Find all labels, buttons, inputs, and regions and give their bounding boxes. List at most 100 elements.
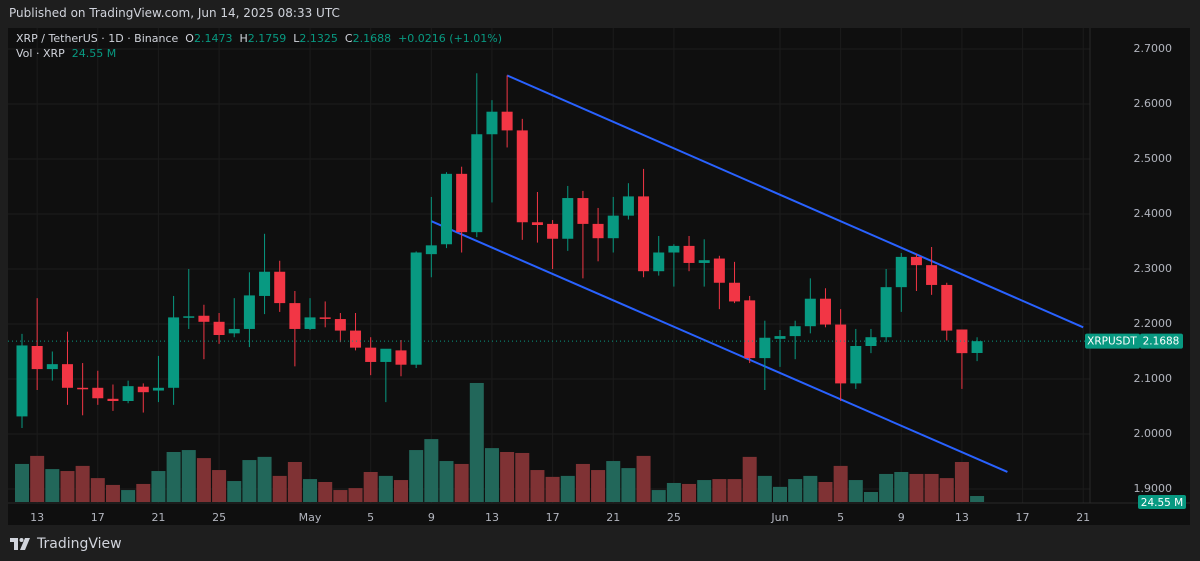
- volume-bar: [651, 490, 666, 502]
- x-tick-label: 5: [837, 511, 844, 524]
- candle-body: [334, 319, 346, 331]
- volume-bar: [121, 490, 136, 502]
- volume-bar: [954, 462, 969, 502]
- candle-body: [107, 398, 119, 401]
- candle-body: [289, 303, 301, 329]
- x-tick-label: 9: [898, 511, 905, 524]
- candle-body: [653, 252, 665, 272]
- change-value: +0.0216 (+1.01%): [398, 32, 503, 45]
- x-tick-label: 5: [367, 511, 374, 524]
- symbol-title[interactable]: XRP / TetherUS · 1D · Binance: [16, 32, 179, 45]
- x-tick-label: 21: [1076, 511, 1090, 524]
- open-value: 2.1473: [193, 32, 233, 45]
- candle-body: [440, 173, 452, 245]
- candle-body: [213, 321, 225, 335]
- candle-body: [410, 252, 422, 365]
- volume-bar: [75, 465, 90, 502]
- candle-body: [729, 282, 741, 302]
- candle-body: [638, 196, 650, 272]
- time-axis[interactable]: 13 17 21 25 May 5 9 13 17 21 25 Jun 5 9 13 17 21: [30, 511, 1090, 524]
- price-axis[interactable]: 2.7000 2.6000 2.5000 2.4000 2.3000 2.2000 2.10…: [1134, 42, 1173, 495]
- volume-bar: [575, 463, 590, 502]
- high-label: H: [239, 32, 248, 45]
- volume-bar: [424, 439, 439, 502]
- candle-body: [865, 337, 877, 346]
- candle-body: [668, 245, 680, 253]
- candle-body: [835, 324, 847, 384]
- y-tick-label: 2.7000: [1134, 42, 1173, 55]
- channel-trendline: [430, 220, 1008, 473]
- candle-body: [956, 329, 968, 354]
- candle-body: [531, 222, 543, 225]
- volume-bar: [257, 456, 272, 502]
- volume-bar: [227, 481, 242, 502]
- volume-title[interactable]: Vol · XRP: [16, 47, 65, 60]
- volume-bar: [348, 488, 363, 502]
- candle-body: [850, 346, 862, 384]
- x-tick-label: 21: [151, 511, 165, 524]
- candle-body: [607, 215, 619, 239]
- ohlc-legend: XRP / TetherUS · 1D · Binance O2.1473 H2…: [16, 32, 502, 45]
- volume-bar: [909, 473, 924, 502]
- volume-bar: [484, 448, 499, 502]
- trendlines: [430, 74, 1084, 473]
- volume-bar: [242, 460, 257, 502]
- candle-body: [789, 326, 801, 337]
- volume-bar: [303, 479, 318, 502]
- low-label: L: [293, 32, 300, 45]
- candle-body: [971, 341, 983, 353]
- y-tick-label: 2.5000: [1134, 152, 1173, 165]
- candle-body: [228, 328, 240, 334]
- volume-bar: [697, 480, 712, 502]
- volume-bar: [924, 473, 939, 502]
- candle-body: [941, 284, 953, 331]
- volume-bar: [439, 461, 454, 502]
- volume-bar: [363, 472, 378, 502]
- x-tick-label: 13: [955, 511, 969, 524]
- chart-background: [8, 28, 1190, 525]
- volume-bar: [712, 479, 727, 502]
- volume-value: 24.55 M: [71, 47, 117, 60]
- volume-bar: [606, 461, 621, 502]
- x-tick-label: 17: [91, 511, 105, 524]
- x-tick-label: 25: [667, 511, 681, 524]
- volume-bar: [591, 470, 606, 502]
- candle-body: [910, 256, 922, 266]
- x-tick-label: 13: [485, 511, 499, 524]
- candle-body: [759, 337, 771, 359]
- candle-body: [152, 387, 164, 391]
- volume-bar: [727, 479, 742, 502]
- volume-bar: [545, 476, 560, 502]
- volume-bar: [636, 455, 651, 502]
- candle-body: [592, 223, 604, 239]
- footer: TradingView: [10, 536, 122, 552]
- candle-body: [486, 111, 498, 135]
- volume-bar: [60, 471, 75, 502]
- close-label: C: [344, 32, 353, 45]
- volume-bar: [773, 486, 787, 502]
- low-value: 2.1325: [299, 32, 338, 45]
- candle-body: [804, 298, 816, 327]
- candle-body: [183, 316, 195, 318]
- candle-body: [380, 348, 392, 362]
- volume-bar: [45, 469, 60, 502]
- candle-body: [61, 364, 73, 388]
- volume-bar: [939, 478, 954, 502]
- brand-name[interactable]: TradingView: [37, 536, 122, 552]
- candle-body: [774, 336, 786, 339]
- candle-body: [516, 130, 528, 223]
- volume-bar: [682, 483, 697, 502]
- candle-body: [16, 345, 28, 417]
- candle-body: [713, 258, 725, 283]
- candle-body: [274, 271, 286, 304]
- candle-body: [395, 350, 407, 365]
- volume-bar: [530, 470, 545, 502]
- volume-bar: [272, 475, 287, 502]
- candle-body: [895, 256, 907, 288]
- candle-body: [501, 111, 513, 131]
- volume-bar: [500, 452, 515, 502]
- candle-body: [198, 315, 210, 322]
- channel-trendline: [506, 74, 1084, 329]
- candle-body: [168, 317, 180, 388]
